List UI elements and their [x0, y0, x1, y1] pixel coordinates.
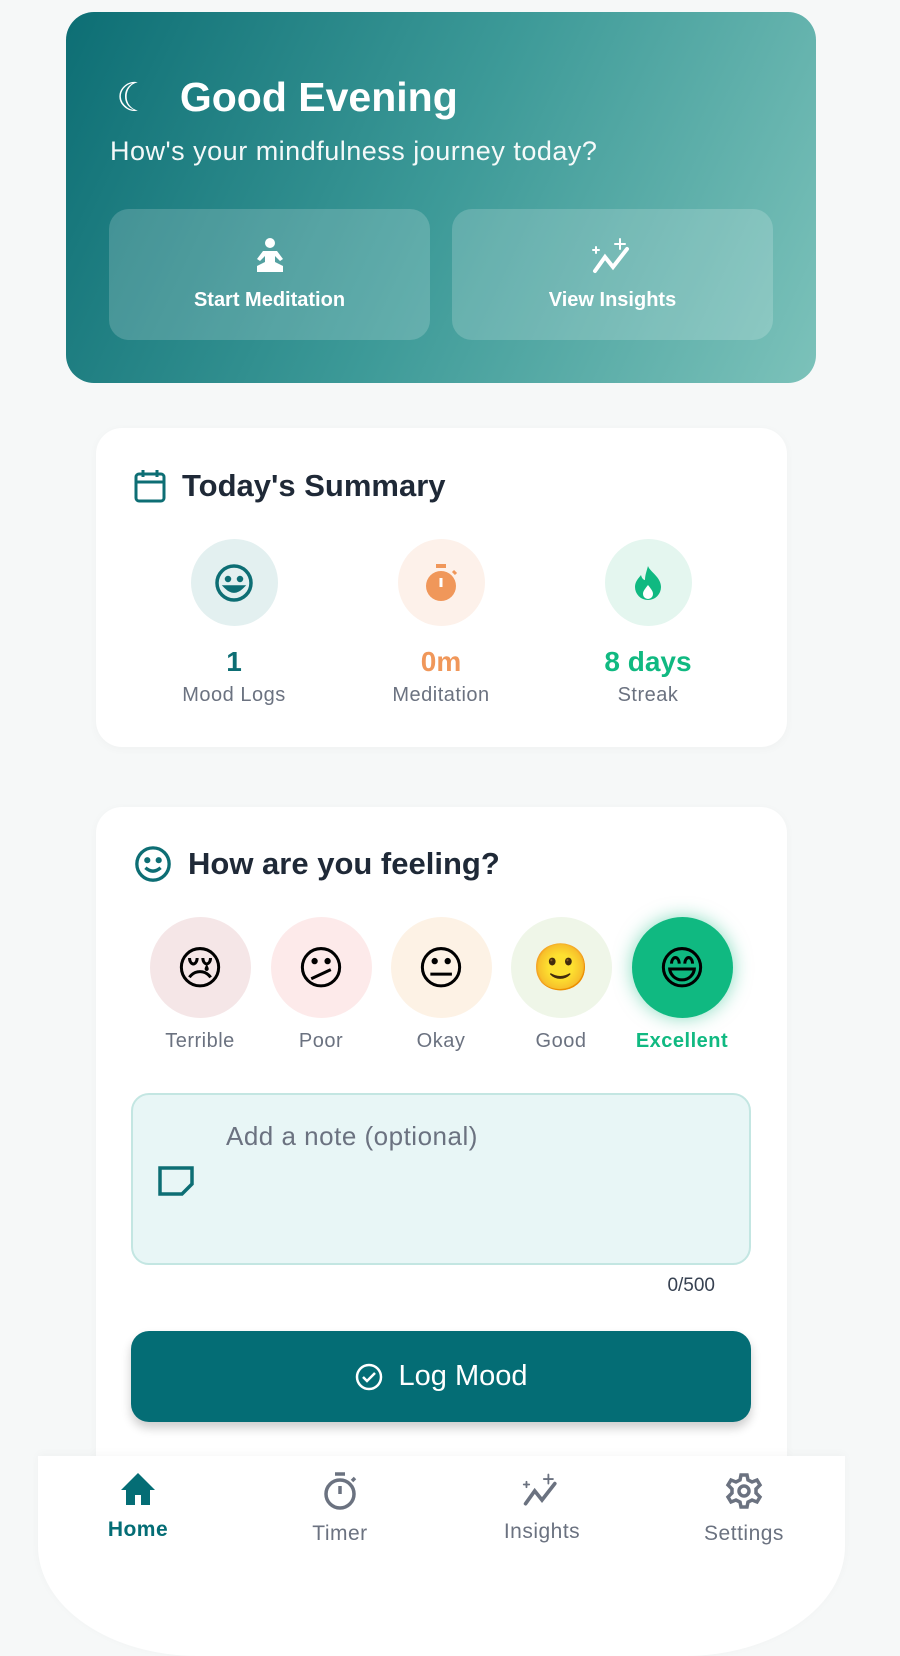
mood-option-good[interactable]: 🙂 Good	[501, 917, 621, 1053]
moon-icon: ☾	[116, 75, 152, 120]
mood-title: How are you feeling?	[134, 845, 500, 883]
stat-label: Mood Logs	[182, 684, 286, 706]
confused-face-icon: 😕	[270, 917, 372, 1018]
note-icon	[158, 1166, 194, 1196]
view-insights-label: View Insights	[548, 289, 677, 311]
grinning-face-icon: 😄	[631, 917, 733, 1018]
mood-card: How are you feeling? 😢 Terrible 😕 Poor 😐…	[96, 807, 787, 1487]
nav-label: Settings	[704, 1522, 784, 1545]
insights-icon	[591, 238, 629, 273]
mood-label: Okay	[416, 1030, 466, 1052]
greeting-subtitle: How's your mindfulness journey today?	[110, 136, 598, 166]
bottom-nav: Home Timer Insights Settings	[38, 1456, 845, 1656]
smile-icon	[190, 539, 278, 626]
stopwatch-icon	[397, 539, 485, 626]
summary-title-text: Today's Summary	[182, 468, 446, 503]
neutral-face-icon: 😐	[390, 917, 492, 1018]
log-mood-label: Log Mood	[398, 1360, 528, 1392]
log-mood-button[interactable]: Log Mood	[131, 1331, 751, 1422]
insights-icon	[522, 1473, 557, 1506]
mood-option-poor[interactable]: 😕 Poor	[261, 917, 381, 1053]
calendar-icon	[134, 470, 166, 503]
gear-icon	[725, 1473, 763, 1509]
mood-option-excellent[interactable]: 😄 Excellent	[622, 917, 742, 1053]
nav-settings[interactable]: Settings	[674, 1472, 814, 1546]
meditation-icon	[256, 238, 283, 272]
start-meditation-label: Start Meditation	[193, 289, 346, 311]
start-meditation-button[interactable]: Start Meditation	[109, 209, 430, 340]
stat-value: 1	[226, 646, 242, 677]
nav-timer[interactable]: Timer	[270, 1472, 410, 1546]
view-insights-button[interactable]: View Insights	[452, 209, 773, 340]
home-icon	[121, 1473, 155, 1505]
mood-label: Excellent	[635, 1030, 729, 1052]
nav-label: Timer	[312, 1522, 368, 1545]
timer-icon	[324, 1472, 357, 1510]
flame-icon	[604, 539, 692, 626]
mood-option-okay[interactable]: 😐 Okay	[381, 917, 501, 1053]
mood-label: Poor	[298, 1030, 344, 1052]
check-circle-icon	[355, 1363, 382, 1390]
stat-meditation: 0m Meditation	[361, 539, 521, 707]
stat-value: 8 days	[604, 646, 692, 677]
note-input[interactable]: Add a note (optional)	[131, 1093, 751, 1265]
crying-face-icon: 😢	[149, 917, 251, 1018]
nav-label: Home	[107, 1518, 169, 1541]
greeting-hero: ☾ Good Evening How's your mindfulness jo…	[66, 12, 816, 383]
stat-label: Streak	[617, 684, 679, 706]
stat-label: Meditation	[392, 684, 490, 706]
nav-label: Insights	[503, 1520, 581, 1543]
summary-title: Today's Summary	[134, 468, 446, 504]
greeting-title: ☾ Good Evening	[116, 74, 458, 121]
mood-label: Good	[535, 1030, 587, 1052]
note-placeholder: Add a note (optional)	[226, 1121, 478, 1151]
stat-value: 0m	[420, 646, 462, 677]
mood-option-terrible[interactable]: 😢 Terrible	[140, 917, 260, 1053]
mood-title-text: How are you feeling?	[188, 846, 500, 881]
mood-label: Terrible	[165, 1030, 235, 1052]
nav-insights[interactable]: Insights	[472, 1472, 612, 1544]
nav-home[interactable]: Home	[68, 1472, 208, 1542]
slight-smile-icon: 🙂	[510, 917, 612, 1018]
smile-icon	[135, 846, 171, 882]
stat-mood-logs: 1 Mood Logs	[154, 539, 314, 707]
character-counter: 0/500	[667, 1275, 715, 1296]
greeting-text: Good Evening	[179, 74, 458, 120]
todays-summary-card: Today's Summary 1 Mood Logs 0m Meditatio…	[96, 428, 787, 747]
stat-streak: 8 days Streak	[568, 539, 728, 707]
